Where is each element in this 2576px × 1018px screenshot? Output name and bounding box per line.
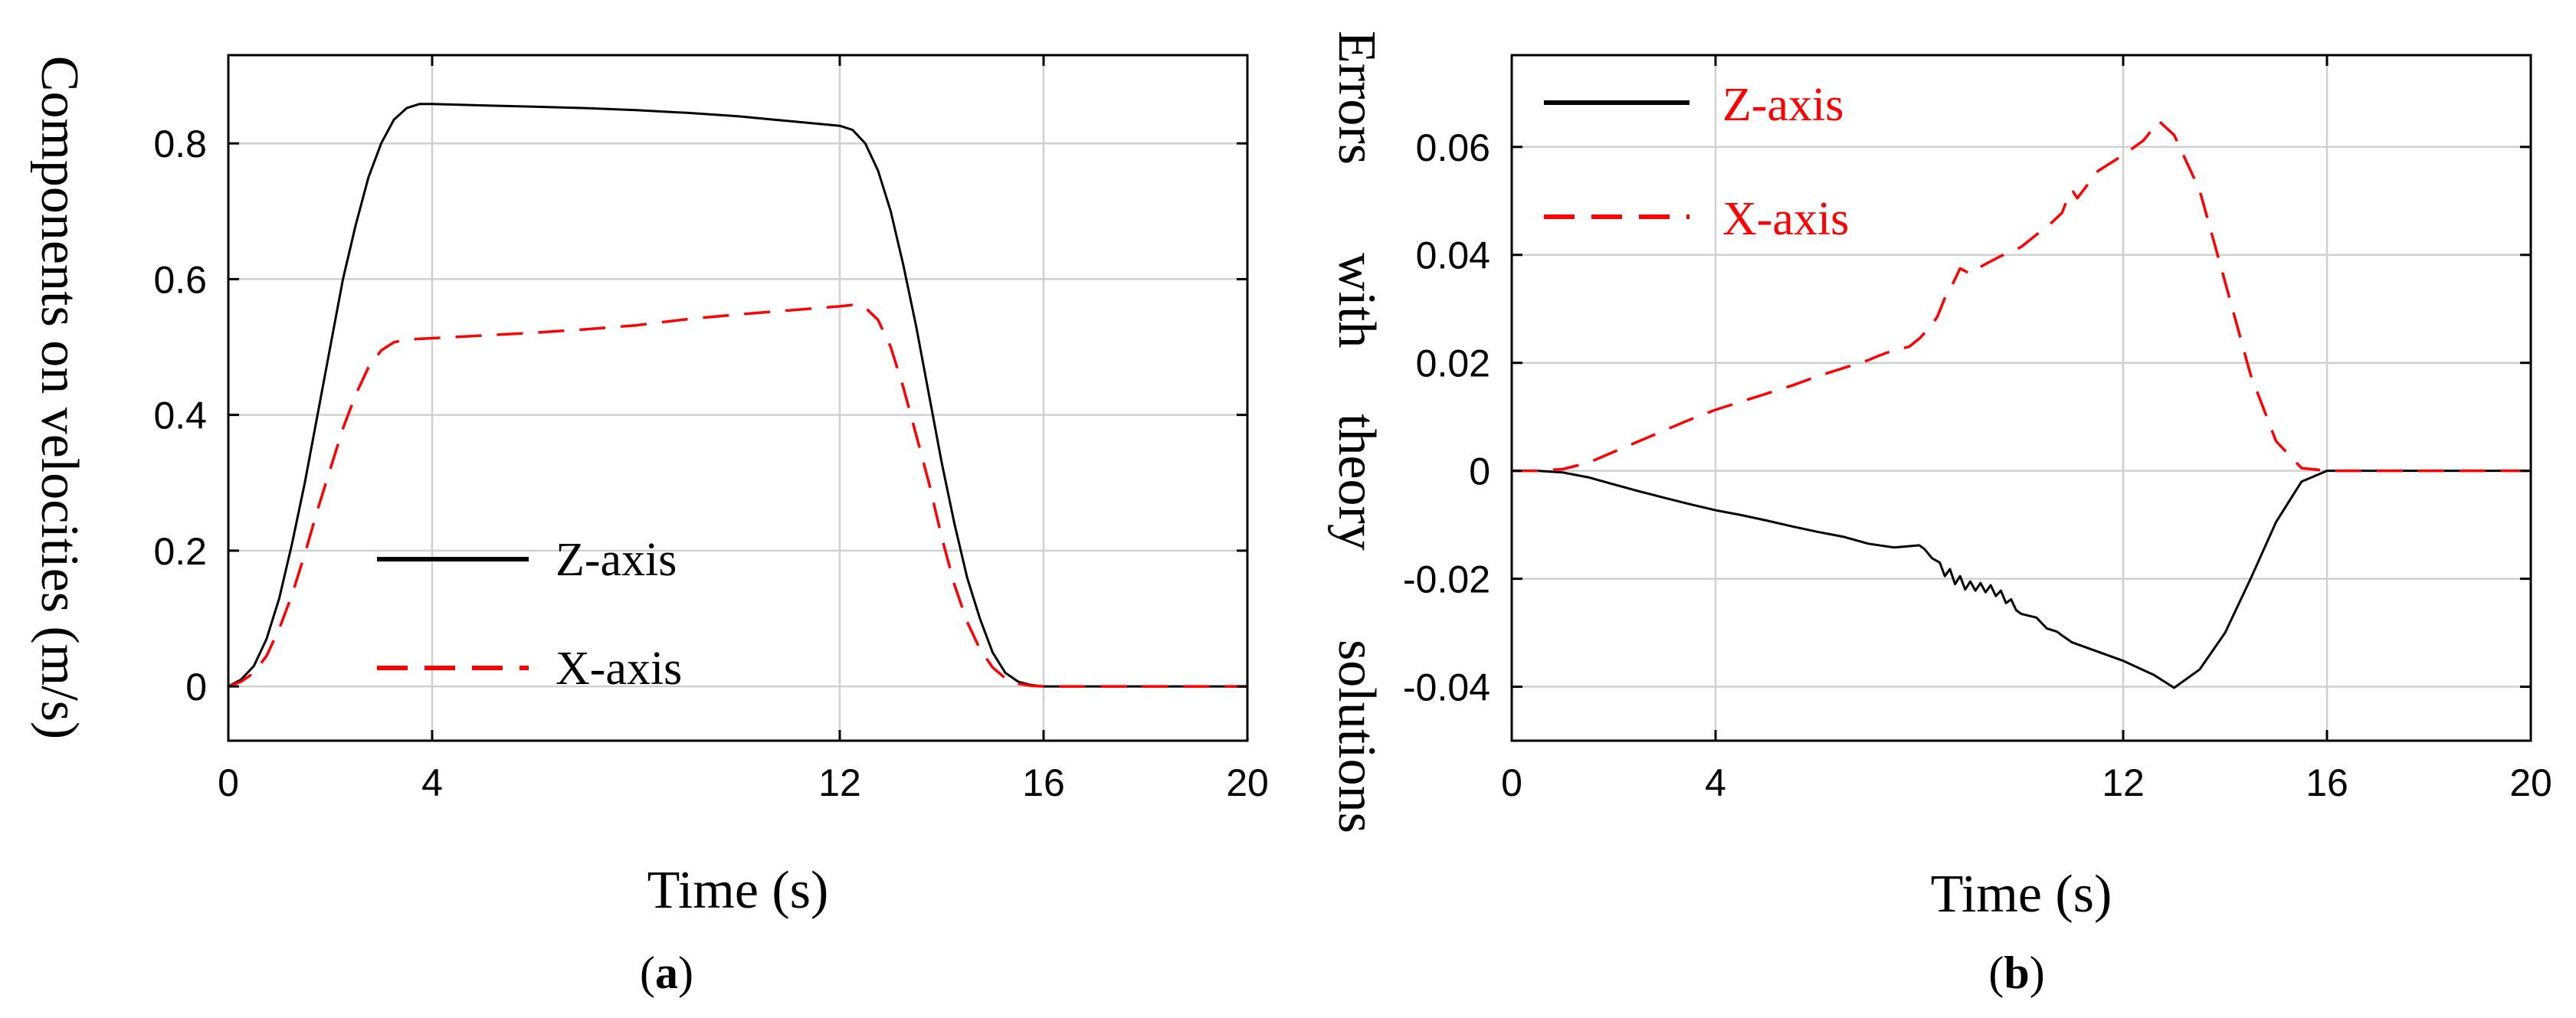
panel-b-series-x-axis-line bbox=[1512, 119, 2531, 473]
panel-b-x-tick-label: 0 bbox=[1501, 761, 1522, 804]
panel-b-legend: Z-axis X-axis bbox=[1544, 79, 1849, 245]
panel-a-y-tick-label: 0.4 bbox=[153, 394, 207, 437]
panel-a-caption: (a) bbox=[640, 948, 693, 998]
panel-a-caption-close: ) bbox=[678, 948, 693, 998]
panel-a-legend-x-axis-label: X-axis bbox=[556, 643, 682, 695]
panel-a-chart: 0 4 12 16 20 0 0.2 0.4 0.6 0.8 Time (s) Component… bbox=[30, 54, 1269, 998]
panel-a-series bbox=[228, 103, 1247, 688]
panel-b-ticks: 0 4 12 16 20 -0.04 -0.02 0 0.02 0.04 0.06 bbox=[1403, 55, 2552, 804]
panel-b-y-tick-label: -0.02 bbox=[1403, 558, 1490, 601]
panel-a-y-tick-label: 0.6 bbox=[153, 258, 207, 301]
panel-a-y-axis-label: Components on velocities (m/s) bbox=[30, 56, 89, 739]
panel-b-series-z-axis-line bbox=[1512, 470, 2531, 689]
panel-b-chart: 0 4 12 16 20 -0.04 -0.02 0 0.02 0.04 0.06 Time (s)… bbox=[1327, 31, 2552, 998]
panel-a-legend-z-axis-label: Z-axis bbox=[556, 534, 677, 586]
panel-a-y-tick-label: 0 bbox=[185, 666, 207, 709]
panel-b-caption-letter: b bbox=[2004, 948, 2029, 998]
panel-b-caption-close: ) bbox=[2030, 948, 2045, 998]
panel-b-y-axis-label-with: with bbox=[1327, 253, 1386, 348]
panel-a-ticks: 0 4 12 16 20 0 0.2 0.4 0.6 0.8 bbox=[153, 55, 1269, 804]
panel-a-x-tick-label: 20 bbox=[1226, 761, 1269, 804]
panel-b-series bbox=[1512, 119, 2531, 689]
panel-b-y-tick-label: 0 bbox=[1469, 450, 1490, 493]
panel-b-y-axis-label-theory: theory bbox=[1327, 414, 1386, 551]
panel-b-x-tick-label: 12 bbox=[2102, 761, 2145, 804]
panel-b-y-tick-label: -0.04 bbox=[1403, 666, 1490, 709]
panel-b-y-axis-label-errors: Errors bbox=[1327, 31, 1386, 165]
panel-b-x-axis-label: Time (s) bbox=[1931, 865, 2112, 924]
panel-a-y-tick-label: 0.8 bbox=[153, 123, 207, 165]
panel-a-x-tick-label: 12 bbox=[818, 761, 861, 804]
panel-a-x-tick-label: 16 bbox=[1022, 761, 1065, 804]
panel-b-x-tick-label: 20 bbox=[2509, 761, 2552, 804]
panel-b-y-axis-label: Errors with theory solutions bbox=[1327, 31, 1386, 833]
panel-a-x-tick-label: 0 bbox=[218, 761, 239, 804]
panel-b-plot-frame bbox=[1510, 54, 2532, 742]
panel-b-y-tick-label: 0.04 bbox=[1416, 234, 1490, 277]
panel-b-caption-open: ( bbox=[1988, 948, 2004, 998]
panel-a-series-z-axis-line bbox=[228, 103, 1247, 688]
panel-b-y-tick-label: 0.02 bbox=[1416, 342, 1490, 385]
panel-b-caption: (b) bbox=[1988, 948, 2044, 998]
panel-b-x-tick-label: 4 bbox=[1705, 761, 1726, 804]
panel-a-plot-frame bbox=[227, 54, 1249, 742]
panel-b-y-axis-label-solutions: solutions bbox=[1327, 640, 1386, 833]
panel-a-caption-open: ( bbox=[640, 948, 655, 998]
panel-a-series-x-axis-line bbox=[228, 303, 1247, 688]
panel-a-x-axis-label: Time (s) bbox=[647, 861, 829, 920]
panel-a-x-tick-label: 4 bbox=[421, 761, 443, 804]
panel-a-y-tick-label: 0.2 bbox=[153, 530, 207, 573]
panel-a-legend: Z-axis X-axis bbox=[377, 534, 682, 695]
panel-b-legend-z-axis-label: Z-axis bbox=[1722, 79, 1844, 131]
panel-b-y-tick-label: 0.06 bbox=[1416, 126, 1490, 169]
panel-a-grid bbox=[227, 55, 1249, 741]
panel-a-caption-letter: a bbox=[655, 948, 678, 998]
panel-b-x-tick-label: 16 bbox=[2306, 761, 2348, 804]
panel-b-grid bbox=[1510, 55, 2532, 741]
panel-b-legend-x-axis-label: X-axis bbox=[1722, 193, 1849, 245]
